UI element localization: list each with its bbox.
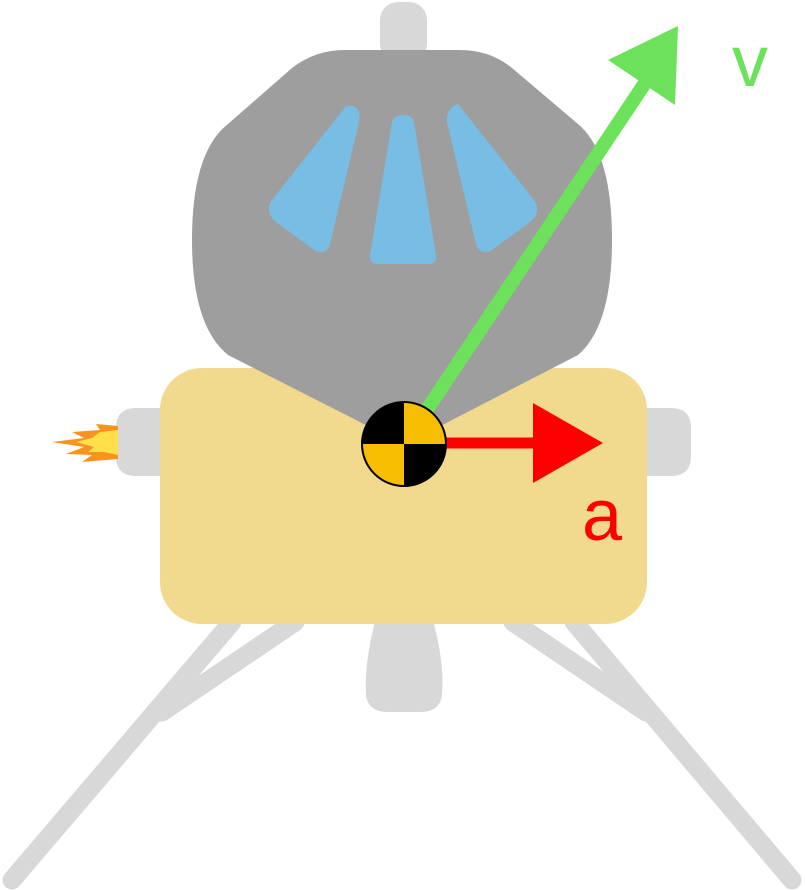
cabin-windows [268,104,538,264]
landing-legs [2,612,802,890]
window-right [446,104,538,252]
left-thruster [116,408,170,476]
acceleration-label: a [582,476,623,556]
velocity-arrow [398,26,678,448]
right-thruster [635,408,691,476]
right-leg [564,612,802,890]
acceleration-arrowhead [533,403,603,483]
window-center [369,115,437,264]
left-leg [2,612,242,890]
top-thruster [380,2,427,62]
velocity-arrowhead [608,26,678,105]
flame-icon [52,424,118,462]
velocity-label: v [732,22,768,102]
lander-body [160,368,647,624]
center-of-mass-marker [361,401,447,487]
right-leg-brace [503,612,656,722]
bottom-nozzle [365,610,443,712]
window-left [268,105,360,252]
left-leg-brace [152,612,305,722]
velocity-arrow-shaft [398,76,653,448]
